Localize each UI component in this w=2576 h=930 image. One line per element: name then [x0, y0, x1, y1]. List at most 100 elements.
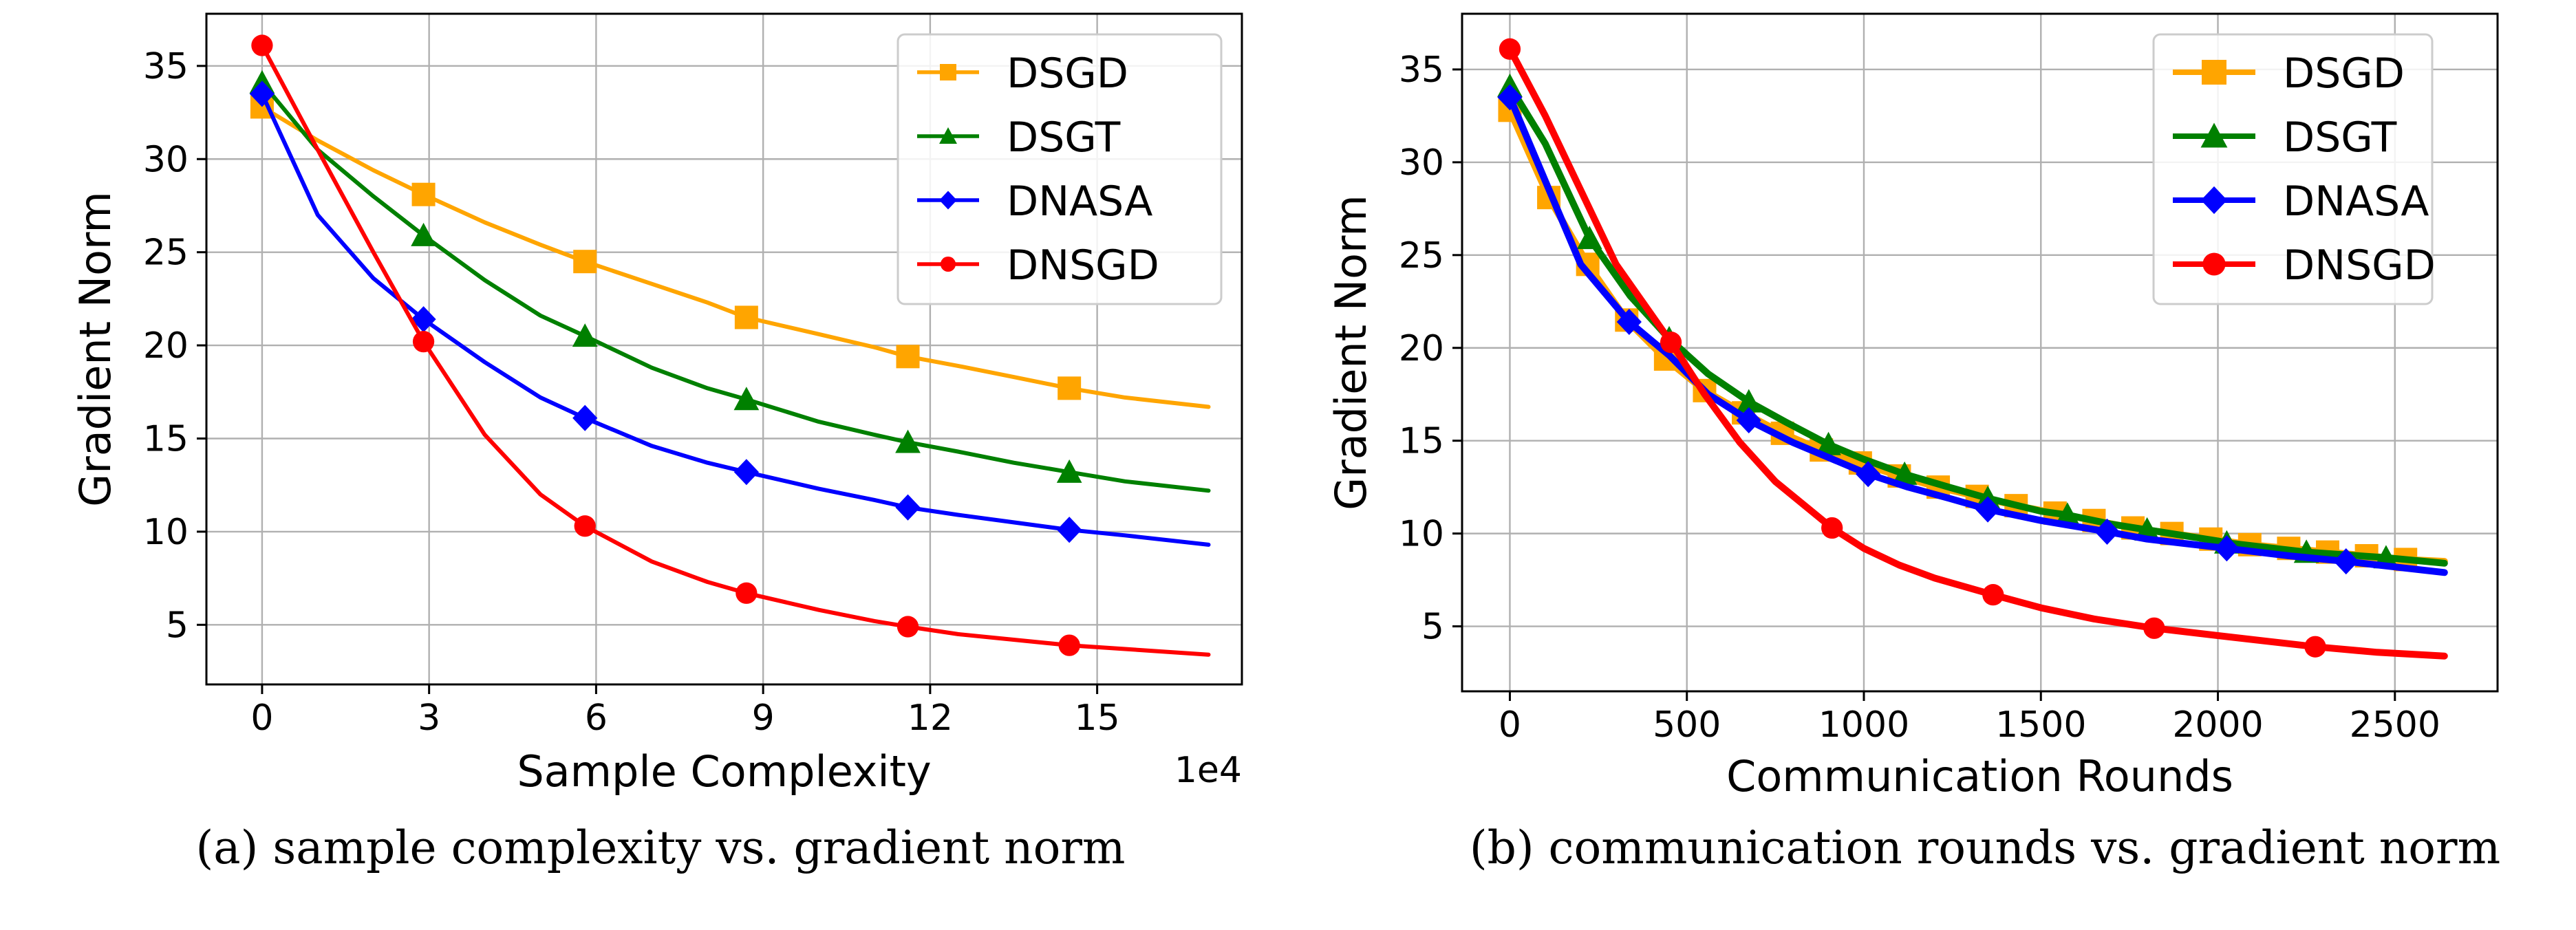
- series-line-dnsgd: [259, 43, 1211, 657]
- x-tick-label: 500: [1653, 704, 1721, 746]
- y-tick-label: 25: [143, 232, 189, 274]
- series-line-dnasa: [259, 91, 1211, 547]
- y-axis-label: Gradient Norm: [70, 191, 120, 507]
- plot-frame: [1461, 12, 2499, 693]
- data-point-dnsgd: [897, 616, 919, 638]
- legend-label-dsgd: DSGD: [1007, 50, 1128, 98]
- data-point-dnasa: [1856, 461, 1881, 488]
- y-tick-label: 20: [143, 325, 189, 367]
- data-point-dnasa: [2333, 548, 2359, 575]
- legend-label-dnsgd: DNSGD: [2283, 241, 2436, 290]
- data-point-dsgd: [734, 305, 758, 329]
- data-point-dsgt: [1816, 431, 1841, 455]
- series-line-dnasa: [1506, 94, 2448, 576]
- y-tick-label: 5: [1421, 607, 1444, 648]
- data-point-dnasa: [1736, 407, 1761, 434]
- data-point-dnsgd: [412, 331, 435, 353]
- y-axis-label: Gradient Norm: [1326, 195, 1376, 510]
- x-tick-label: 15: [1075, 698, 1120, 739]
- data-point-dsgt: [1736, 389, 1762, 413]
- data-point-dnsgd: [2143, 617, 2165, 639]
- x-tick-label: 6: [585, 698, 608, 739]
- y-tick-label: 10: [143, 512, 189, 553]
- x-axis-label: Communication Rounds: [1726, 751, 2233, 801]
- panel-a: 0 3 6 9 12 15 5 10 15 20 25 30 35 Sample Complexity Gr…: [70, 12, 1243, 874]
- x-tick-label: 12: [908, 698, 953, 739]
- legend-marker-dnsgd: [940, 256, 956, 272]
- data-point-dnsgd: [1660, 332, 1682, 354]
- x-axis-label: Sample Complexity: [517, 746, 931, 797]
- data-point-dsgt: [733, 387, 760, 411]
- legend-marker-dsgt: [2200, 122, 2228, 148]
- data-point-dsgd: [411, 182, 436, 206]
- caption: (a) sample complexity vs. gradient norm: [196, 821, 1126, 874]
- legend-label-dnasa: DNASA: [1007, 177, 1152, 226]
- y-tick-label: 5: [166, 605, 189, 646]
- x-tick-label: 2000: [2172, 704, 2263, 746]
- data-point-dsgt: [572, 323, 598, 347]
- data-point-dnasa: [1497, 84, 1523, 111]
- x-tick-label: 9: [752, 698, 775, 739]
- legend-label-dsgt: DSGT: [2283, 113, 2397, 162]
- data-point-dnsgd: [1499, 38, 1521, 60]
- series-dnsgd: [1499, 38, 2448, 660]
- x-tick-label: 0: [1499, 704, 1521, 746]
- legend-marker-dsgd: [940, 64, 956, 80]
- data-point-dsgt: [1056, 459, 1082, 483]
- data-point-dsgt: [1576, 226, 1602, 250]
- legend-marker-dnsgd: [2202, 252, 2226, 276]
- legend: DSGD DSGT DNASA DNSGD: [897, 33, 1223, 305]
- series-line-dnsgd: [1506, 45, 2448, 660]
- data-point-dnasa: [411, 306, 436, 333]
- series-dnasa: [249, 80, 1211, 547]
- caption: (b) communication rounds vs. gradient no…: [1470, 821, 2500, 874]
- data-point-dsgt: [411, 222, 436, 246]
- y-tick-label: 30: [1399, 142, 1444, 184]
- y-tick-label: 10: [1399, 514, 1444, 555]
- legend-marker-dnasa: [939, 191, 957, 210]
- data-point-dnasa: [1975, 496, 2001, 523]
- data-point-dnasa: [895, 494, 921, 521]
- data-point-dnsgd: [2304, 636, 2326, 658]
- legend-label-dnasa: DNASA: [2283, 177, 2429, 226]
- data-point-dsgd: [896, 345, 920, 369]
- legend: DSGD DSGT DNASA DNSGD: [2152, 33, 2436, 305]
- data-point-dsgd: [573, 250, 597, 274]
- y-tick-label: 20: [1399, 328, 1444, 369]
- data-point-dsgd: [1058, 376, 1082, 400]
- x-tick-label: 0: [250, 698, 273, 739]
- y-tick-label: 35: [143, 46, 189, 87]
- series-line-dsgt: [259, 80, 1211, 493]
- series-dnasa: [1497, 84, 2448, 576]
- x-offset-label: 1e4: [1174, 750, 1242, 791]
- series-dsgd: [250, 95, 1211, 409]
- data-point-dsgt: [2054, 502, 2081, 526]
- data-point-dnsgd: [574, 515, 596, 537]
- data-point-dnasa: [733, 459, 759, 486]
- y-tick-label: 35: [1399, 50, 1444, 91]
- data-point-dnasa: [572, 404, 598, 431]
- data-point-dnasa: [2094, 518, 2120, 545]
- x-tick-label: 1000: [1818, 704, 1909, 746]
- legend-label-dsgd: DSGD: [2283, 50, 2405, 98]
- data-point-dnasa: [249, 80, 275, 107]
- data-point-dsgt: [895, 429, 921, 453]
- data-point-dnasa: [1616, 308, 1642, 336]
- y-tick-label: 15: [1399, 421, 1444, 462]
- x-tick-label: 3: [418, 698, 440, 739]
- data-point-dnsgd: [1982, 584, 2004, 606]
- data-point-dnsgd: [736, 582, 758, 604]
- legend-label-dsgt: DSGT: [1007, 113, 1121, 162]
- data-point-dnsgd: [1821, 517, 1843, 539]
- y-tick-label: 15: [143, 419, 189, 460]
- data-point-dnsgd: [251, 34, 273, 56]
- plot-frame: [205, 12, 1243, 686]
- data-point-dnasa: [2214, 535, 2240, 562]
- x-tick-label: 1500: [1995, 704, 2086, 746]
- y-tick-label: 30: [143, 139, 189, 180]
- series-dnsgd: [251, 34, 1211, 657]
- x-tick-label: 2500: [2350, 704, 2440, 746]
- panel-b: 0 500 1000 1500 2000 2500 5 10 15 20 25 30 35 Communi…: [1326, 12, 2500, 874]
- legend-box: [897, 33, 1223, 305]
